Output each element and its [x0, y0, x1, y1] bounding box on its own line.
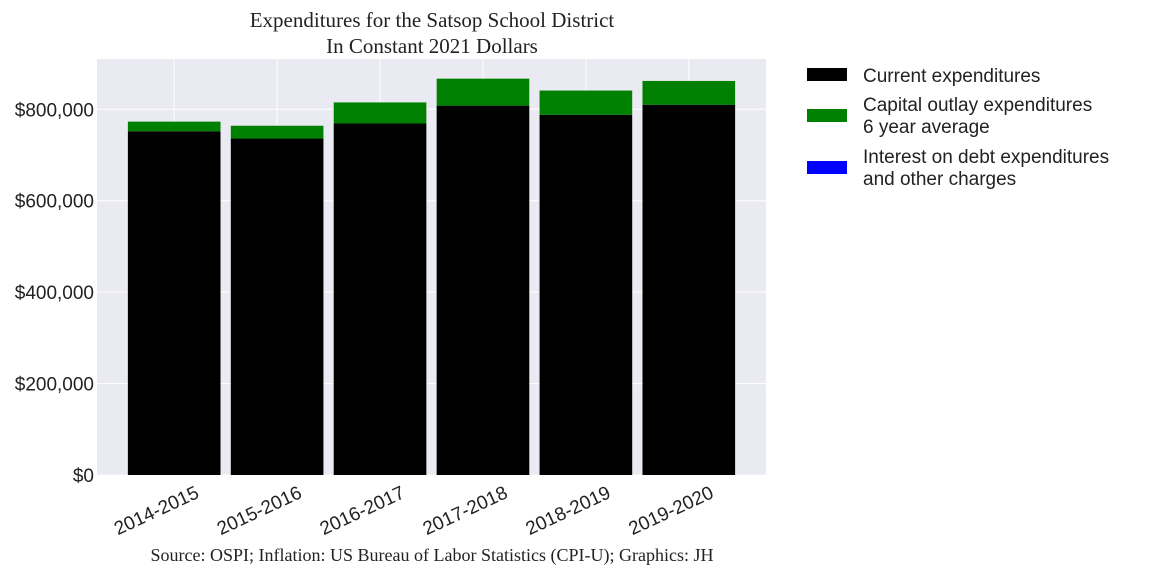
- chart-title-line-1: Expenditures for the Satsop School Distr…: [250, 8, 615, 32]
- x-tick-label: 2018-2019: [523, 482, 614, 539]
- x-tick-label: 2014-2015: [111, 482, 202, 539]
- legend-label-2: and other charges: [863, 169, 1016, 190]
- legend-label-0: Current expenditures: [863, 66, 1040, 87]
- bar-2019-2020-series-0: [642, 104, 736, 475]
- legend-label-1: 6 year average: [863, 117, 990, 138]
- bar-2017-2018-series-1: [436, 78, 530, 106]
- x-axis: 2014-2015 2015-2016 2016-2017 2017-2018 2018…: [111, 482, 717, 539]
- bar-2019-2020-series-1: [642, 80, 736, 105]
- bar-2014-2015-series-0: [127, 131, 221, 475]
- legend-label-1: Capital outlay expenditures: [863, 95, 1092, 116]
- y-tick-label: $400,000: [15, 283, 94, 304]
- legend-label-2: Interest on debt expenditures: [863, 147, 1109, 168]
- source-note: Source: OSPI; Inflation: US Bureau of La…: [151, 545, 714, 566]
- bar-2014-2015-series-1: [127, 121, 221, 132]
- bar-2015-2016-series-1: [230, 125, 324, 139]
- legend-swatch-1: [807, 109, 847, 122]
- legend-swatch-2: [807, 161, 847, 174]
- chart-title-line-2: In Constant 2021 Dollars: [326, 34, 538, 58]
- y-tick-label: $200,000: [15, 375, 94, 396]
- x-tick-label: 2015-2016: [214, 482, 305, 539]
- y-axis: $0 $200,000 $400,000 $600,000 $800,000: [15, 100, 94, 487]
- bar-2016-2017-series-0: [333, 123, 427, 475]
- x-tick-label: 2017-2018: [420, 482, 511, 539]
- y-tick-label: $800,000: [15, 100, 94, 121]
- y-tick-label: $600,000: [15, 192, 94, 213]
- bar-2015-2016-series-0: [230, 138, 324, 476]
- bars-group: [127, 78, 736, 476]
- y-tick-label: $0: [73, 466, 94, 487]
- bar-2017-2018-series-0: [436, 105, 530, 475]
- bar-2018-2019-series-0: [539, 114, 633, 476]
- bar-2018-2019-series-1: [539, 90, 633, 115]
- x-tick-label: 2016-2017: [317, 482, 408, 539]
- legend: Current expenditures Capital outlay expen…: [807, 66, 1109, 190]
- legend-swatch-0: [807, 68, 847, 81]
- bar-2016-2017-series-1: [333, 102, 427, 124]
- x-tick-label: 2019-2020: [626, 482, 717, 539]
